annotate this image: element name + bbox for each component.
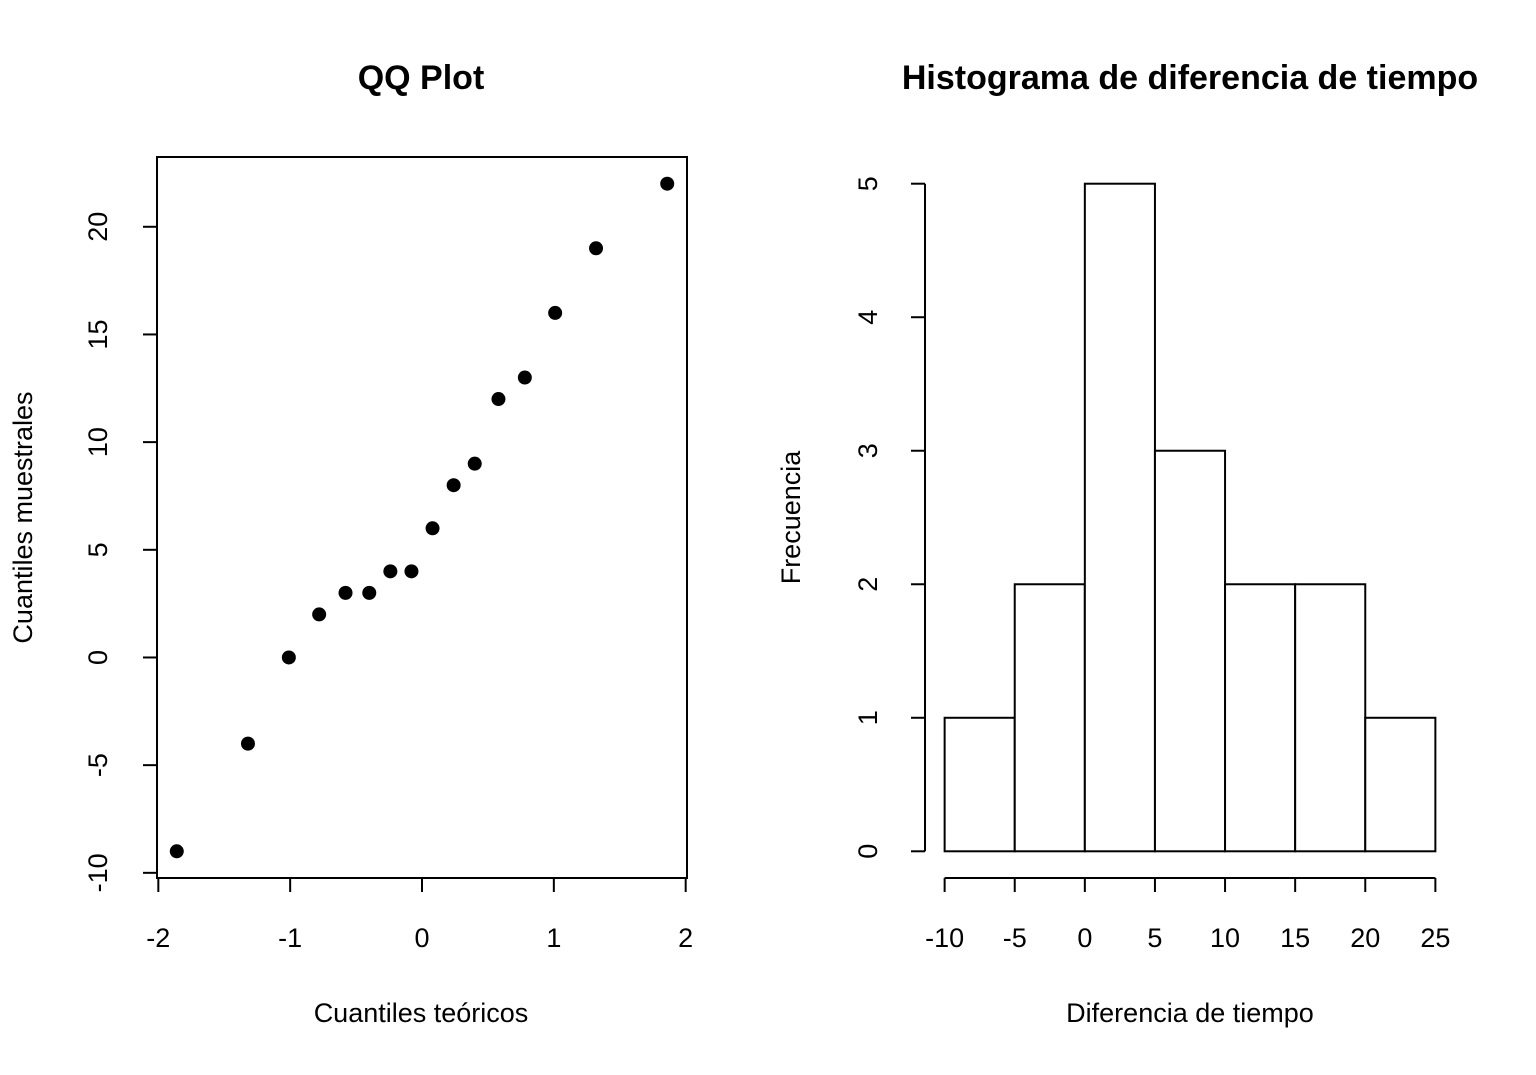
bar (1013, 583, 1086, 853)
point (446, 478, 461, 493)
y-tick-label: 0 (853, 844, 883, 859)
x-axis-label: Diferencia de tiempo (1066, 998, 1314, 1028)
y-tick-label: 4 (853, 310, 883, 325)
point (362, 585, 377, 600)
point (491, 392, 506, 407)
x-tick-label: -5 (1003, 923, 1027, 953)
point (281, 650, 296, 665)
point (548, 305, 563, 320)
y-tick-label: 3 (853, 443, 883, 458)
y-axis-label: Cuantiles muestrales (8, 391, 38, 643)
x-tick-label: -1 (278, 923, 302, 953)
y-tick-label: 1 (853, 710, 883, 725)
x-tick-label: 0 (414, 923, 429, 953)
y-tick-label: 10 (83, 427, 113, 457)
x-tick-label: 0 (1077, 923, 1092, 953)
x-tick-label: 10 (1210, 923, 1240, 953)
point (517, 370, 532, 385)
x-tick-label: 2 (678, 923, 693, 953)
point (169, 844, 184, 859)
bar (1083, 182, 1156, 853)
y-tick-label: -10 (83, 853, 113, 892)
y-tick-label: 20 (83, 212, 113, 242)
bar (1153, 449, 1227, 853)
x-tick-label: 15 (1280, 923, 1310, 953)
y-tick-label: 2 (853, 577, 883, 592)
point (467, 456, 482, 471)
x-tick-label: 20 (1350, 923, 1380, 953)
bar (1294, 583, 1367, 853)
x-axis-label: Cuantiles teóricos (314, 998, 529, 1028)
bar (1364, 716, 1437, 853)
chart-title: QQ Plot (358, 59, 485, 97)
bar (943, 716, 1016, 853)
x-tick-label: -2 (146, 923, 170, 953)
point (338, 585, 353, 600)
x-tick-label: 1 (546, 923, 561, 953)
y-tick-label: 0 (83, 650, 113, 665)
point (404, 564, 419, 579)
x-tick-label: 25 (1420, 923, 1450, 953)
y-tick-label: 15 (83, 319, 113, 349)
y-tick-label: 5 (853, 176, 883, 191)
bar (1224, 583, 1297, 853)
y-tick-label: -5 (83, 753, 113, 777)
point (425, 521, 440, 536)
point (660, 176, 675, 191)
x-tick-label: -10 (925, 923, 964, 953)
point (240, 736, 255, 751)
y-axis-label: Frecuencia (776, 450, 806, 585)
point (312, 607, 327, 622)
y-tick-label: 5 (83, 542, 113, 557)
x-tick-label: 5 (1147, 923, 1162, 953)
point (383, 564, 398, 579)
point (589, 241, 604, 256)
chart-title: Histograma de diferencia de tiempo (902, 59, 1478, 97)
plot-box (156, 156, 688, 879)
